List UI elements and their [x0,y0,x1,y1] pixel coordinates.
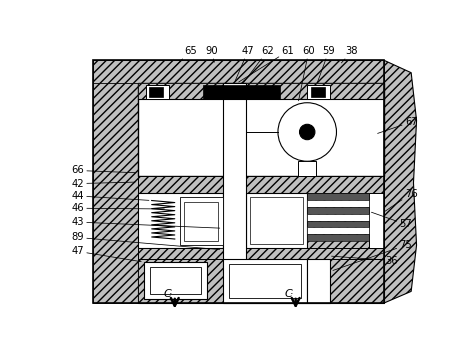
Text: 67: 67 [377,117,416,134]
Text: 65: 65 [160,46,196,81]
Bar [250,197,302,244]
Bar [93,60,383,84]
Text: 44: 44 [71,191,149,201]
Text: 36: 36 [331,256,397,266]
Text: 38: 38 [341,46,357,63]
Bar [145,85,168,99]
Text: C: C [284,289,291,299]
Bar [138,193,222,248]
Circle shape [278,103,336,161]
Bar [138,84,383,99]
Text: .: . [289,286,293,296]
Text: 43: 43 [71,217,219,228]
Bar [307,207,368,214]
Bar [307,235,368,241]
Text: 61: 61 [238,46,294,82]
Bar [222,259,307,303]
Circle shape [299,124,314,140]
Bar [245,193,307,248]
Text: 59: 59 [317,46,335,83]
Text: 76: 76 [384,189,416,211]
Bar [228,264,300,298]
Text: 47: 47 [71,246,141,262]
Bar [307,85,329,99]
Bar [307,200,368,207]
Bar [138,176,383,193]
Text: 47: 47 [235,46,254,81]
Bar [138,84,383,176]
Bar [368,193,383,248]
Bar [298,161,316,176]
Bar [184,202,218,241]
Text: 57: 57 [371,212,411,230]
Text: 62: 62 [243,46,273,83]
Text: 90: 90 [205,46,218,62]
Text: 60: 60 [298,46,315,101]
Text: 46: 46 [71,203,164,213]
Bar [307,193,368,200]
Bar [203,85,280,99]
Bar [144,262,207,299]
Bar [310,87,324,97]
Bar [138,259,383,303]
Bar [307,259,329,303]
Bar [93,60,383,303]
Bar [180,197,222,245]
Bar [150,267,200,294]
Text: 89: 89 [71,232,219,249]
Bar [307,227,368,235]
Text: 75: 75 [332,240,411,270]
Text: 66: 66 [71,165,135,176]
Text: .: . [169,286,172,296]
Bar [93,60,383,303]
Bar [149,87,163,97]
Bar [307,220,368,227]
Text: C: C [163,289,170,299]
Bar [138,259,383,303]
Bar [138,248,383,259]
Bar [222,84,245,272]
Text: 42: 42 [71,178,135,189]
Polygon shape [383,60,416,303]
Bar [307,214,368,220]
